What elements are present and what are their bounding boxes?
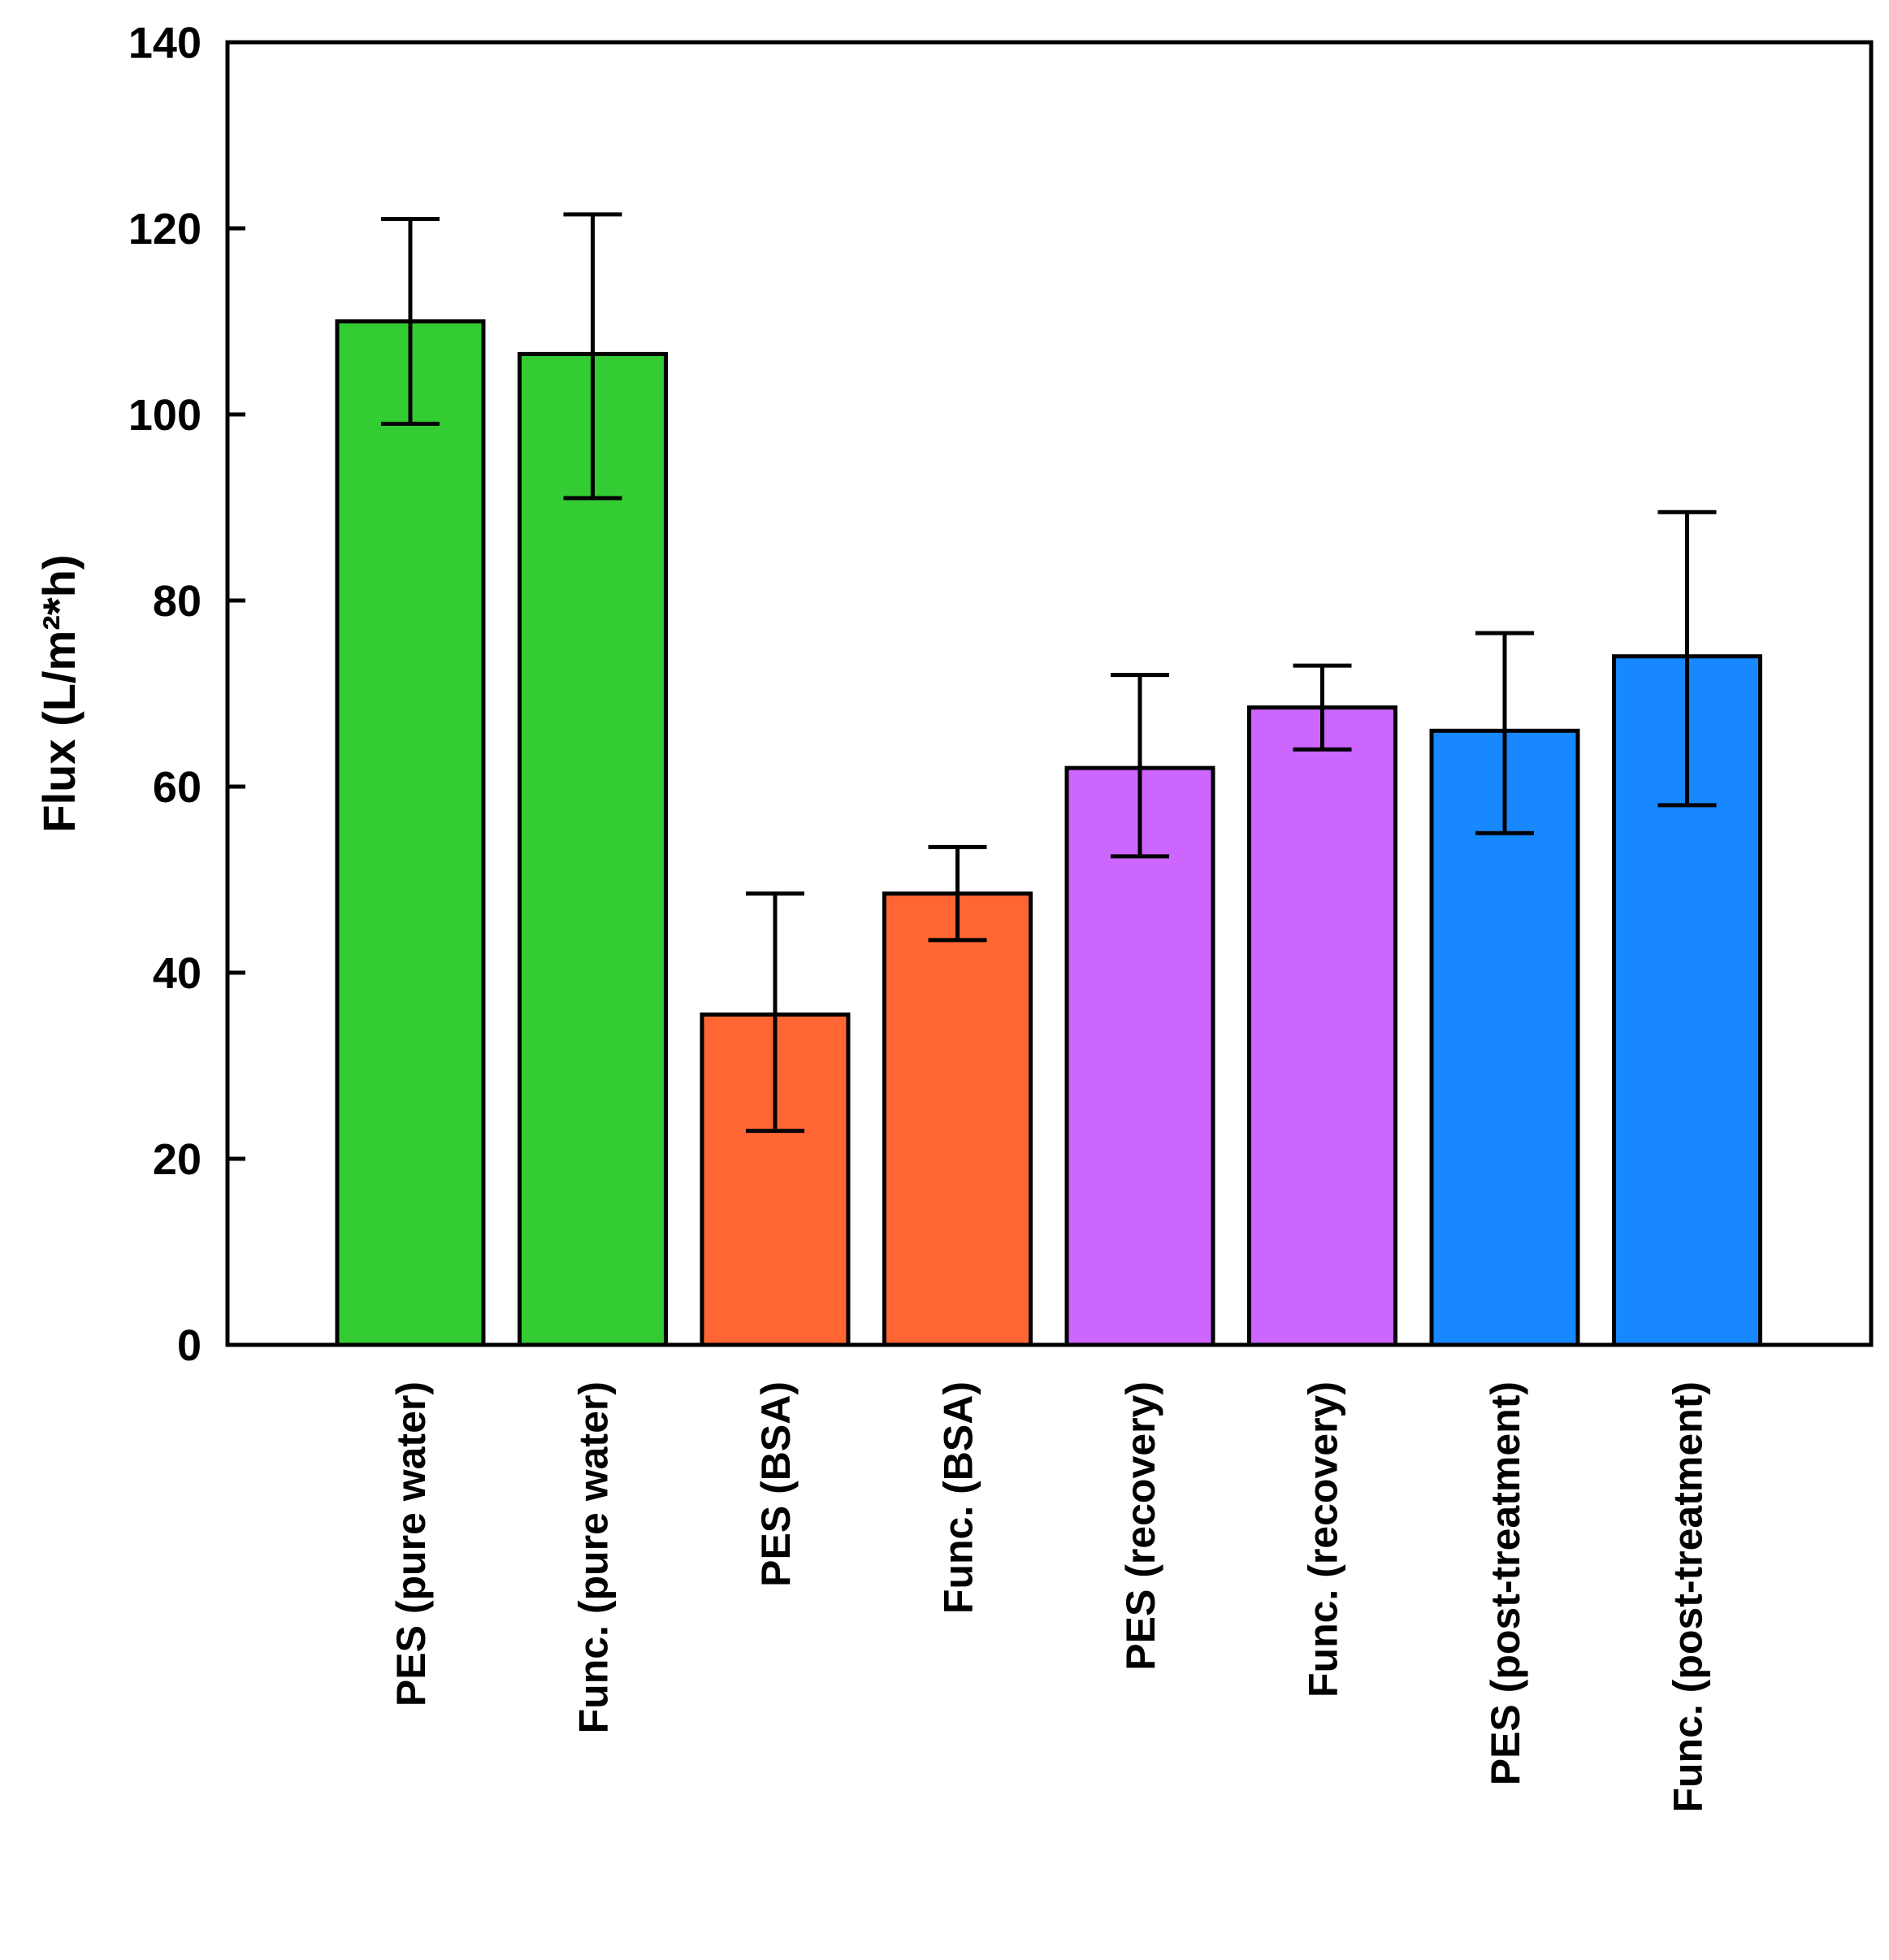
x-category-label: Func. (post-treatment)	[1666, 1381, 1711, 1813]
bar-pes-recovery	[1064, 765, 1215, 1347]
x-category-label: Func. (pure water)	[571, 1381, 617, 1733]
y-tick-label: 40	[153, 949, 201, 998]
x-category-label: Func. (BSA)	[936, 1381, 981, 1614]
x-category-label: PES (post-treatment)	[1483, 1381, 1528, 1785]
x-category-label: PES (recovery)	[1118, 1381, 1163, 1671]
bar-func-recovery	[1247, 705, 1397, 1347]
y-axis-title: Flux (L/m²*h)	[33, 554, 84, 832]
y-axis-ticks: 0 20 40 60 80 100 120 140	[128, 19, 245, 1370]
y-tick-label: 100	[128, 391, 201, 440]
y-tick-label: 0	[177, 1321, 201, 1370]
bar-func-post-treatment	[1612, 654, 1762, 1347]
bar-pes-pure-water	[335, 319, 486, 1347]
x-category-label: PES (pure water)	[388, 1381, 434, 1706]
y-tick-label: 60	[153, 763, 201, 812]
y-tick-label: 80	[153, 577, 201, 626]
x-category-label: PES (BSA)	[753, 1381, 799, 1587]
plot-frame	[225, 40, 1874, 1347]
bar-func-pure-water	[518, 352, 668, 1347]
y-tick-label: 20	[153, 1135, 201, 1184]
x-axis-category-labels: PES (pure water) Func. (pure water) PES (B…	[388, 1381, 1711, 1813]
error-bars-layer	[381, 212, 1717, 1134]
x-category-label: Func. (recovery)	[1301, 1381, 1346, 1698]
bars-layer	[335, 319, 1762, 1347]
bar-func-bsa	[882, 891, 1033, 1347]
y-tick-label: 140	[128, 19, 201, 67]
y-tick-label: 120	[128, 205, 201, 254]
